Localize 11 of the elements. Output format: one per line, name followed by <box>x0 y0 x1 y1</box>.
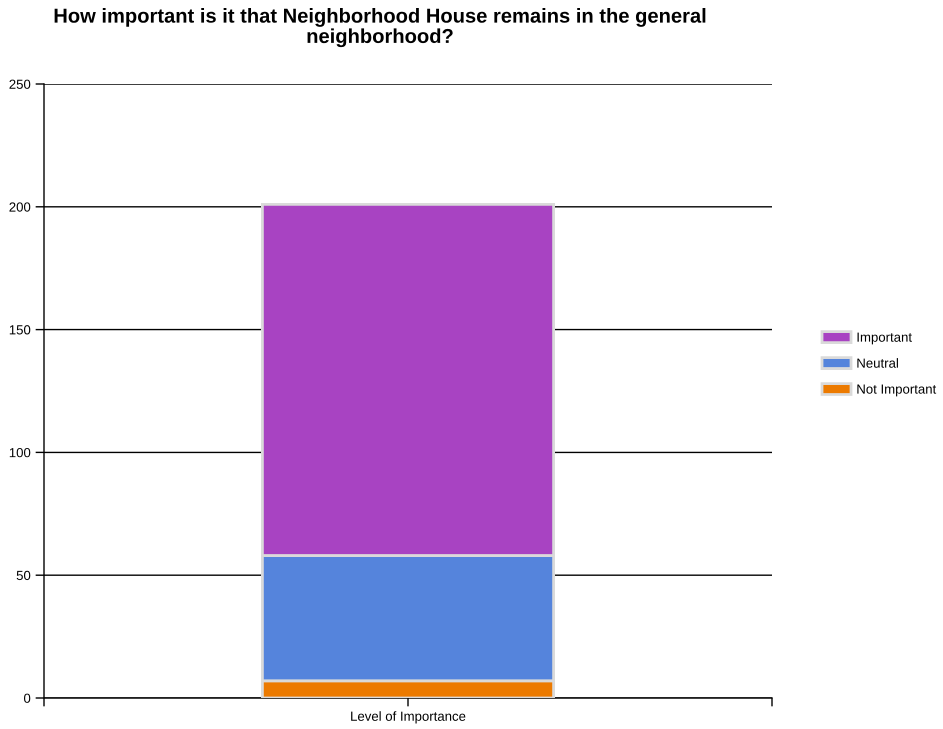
legend-label: Neutral <box>857 358 898 368</box>
y-tick-label: 50 <box>16 570 30 580</box>
x-tick-label: Level of Importance <box>351 711 466 724</box>
y-tick-label: 250 <box>9 80 30 89</box>
legend-label: Not Important <box>857 384 936 396</box>
y-tick-label: 150 <box>10 325 30 335</box>
y-tick-label: 200 <box>9 202 30 212</box>
chart-title: How important is it that Neighborhood House remains in the general neighborhood? <box>54 8 706 48</box>
y-tick-label: 0 <box>24 694 30 703</box>
y-tick-label: 100 <box>10 448 30 458</box>
legend-label: Important <box>858 332 912 344</box>
